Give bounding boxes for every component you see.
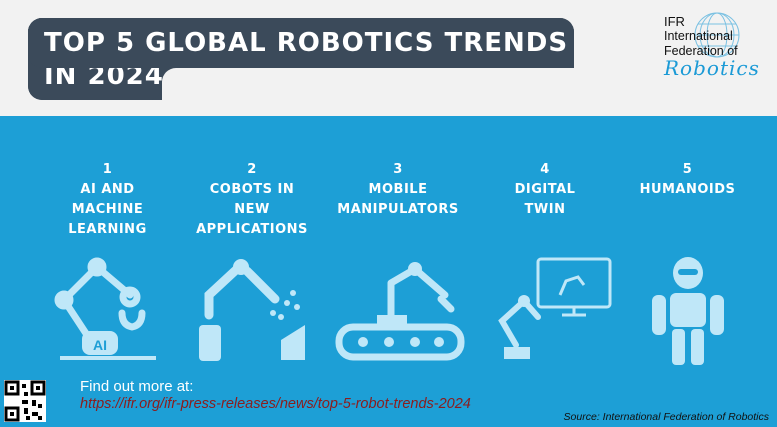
trend-4: 4 DIGITAL TWIN [500,160,590,220]
logo-name-line-1: International [664,29,733,43]
header-area: TOP 5 GLOBAL ROBOTICS TRENDS IN 2024 TOP… [0,0,777,116]
globe-icon [694,12,740,58]
title-banner-upper: TOP 5 GLOBAL ROBOTICS TRENDS [28,18,574,68]
trend-5-number: 5 [682,162,693,177]
trend-5: 5 HUMANOIDS [630,160,745,200]
trend-3: 3 MOBILE MANIPULATORS [328,160,468,220]
page-title-line-1-display: TOP 5 GLOBAL ROBOTICS TRENDS [44,28,569,58]
qr-code[interactable] [4,380,46,422]
trend-3-label: MOBILE MANIPULATORS [337,182,459,217]
trends-band [0,116,777,427]
logo-abbreviation: IFR [664,14,685,29]
trend-1-number: 1 [102,162,113,177]
logo-script-robotics: Robotics [664,56,760,80]
trend-3-number: 3 [393,162,403,177]
press-release-link[interactable]: https://ifr.org/ifr-press-releases/news/… [80,396,471,412]
title-banner-notch [162,68,592,116]
cobot-arm-icon [199,259,305,361]
trend-2: 2 COBOTS IN NEW APPLICATIONS [188,160,316,240]
digital-twin-icon [498,257,612,359]
source-note: Source: International Federation of Robo… [563,411,769,423]
qr-code-icon [4,380,46,422]
find-out-more-text: Find out more at: [80,378,194,395]
mobile-manipulator-icon [335,262,465,361]
ifr-logo[interactable]: IFR International Federation of Robotics [662,12,772,92]
trend-4-label: DIGITAL TWIN [514,182,576,217]
trend-2-number: 2 [247,162,257,177]
ai-badge-text: AI [93,337,107,353]
trend-4-number: 4 [540,162,550,177]
ai-robot-arm-icon: AI [54,257,156,360]
humanoid-icon [652,257,724,365]
trend-1-label: AI AND MACHINE LEARNING [68,182,147,237]
logo-name-line-2: Federation of [664,44,738,58]
trend-2-label: COBOTS IN NEW APPLICATIONS [196,182,308,237]
trend-1: 1 AI AND MACHINE LEARNING [60,160,155,240]
trend-5-label: HUMANOIDS [639,182,736,197]
